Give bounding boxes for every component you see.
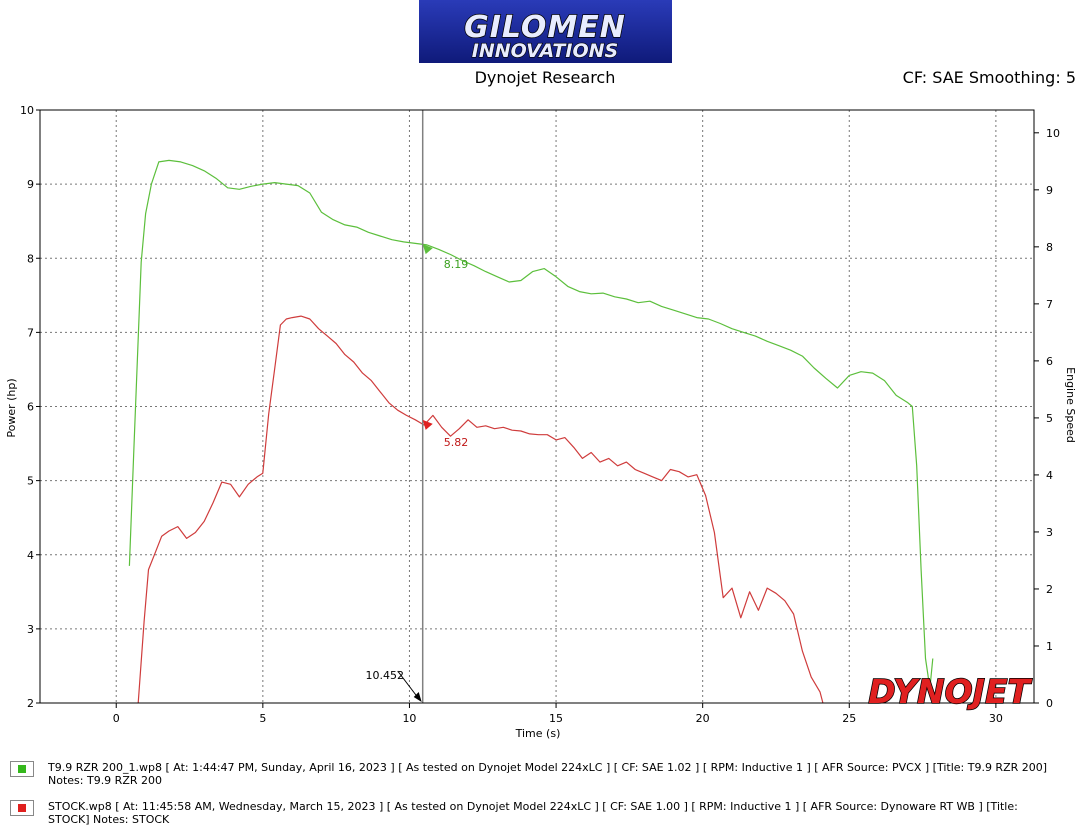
y2-tick-label: 10 (1046, 127, 1060, 140)
y2-tick-label: 2 (1046, 583, 1053, 596)
x-tick-label: 10 (402, 712, 416, 725)
y-tick-label: 4 (27, 549, 34, 562)
y-axis-label: Power (hp) (5, 378, 18, 437)
cursor-marker-green (422, 244, 433, 255)
y-tick-label: 8 (27, 252, 34, 265)
series-lines (128, 159, 934, 704)
y2-tick-label: 4 (1046, 469, 1053, 482)
x-axis-label: Time (s) (515, 727, 561, 740)
logo-line2: INNOVATIONS (472, 40, 618, 62)
cursor-group: 10.452 8.19 5.82 (365, 110, 468, 703)
y2-tick-label: 5 (1046, 412, 1053, 425)
y2-tick-label: 8 (1046, 241, 1053, 254)
y-tick-label: 2 (27, 697, 34, 710)
legend-text: T9.9 RZR 200_1.wp8 [ At: 1:44:47 PM, Sun… (48, 761, 1048, 787)
correction-factor-label: CF: SAE Smoothing: 5 (902, 68, 1076, 87)
y2-axis-label: Engine Speed (1064, 367, 1077, 443)
x-tick-label: 0 (113, 712, 120, 725)
x-tick-label: 30 (989, 712, 1003, 725)
plot-border (39, 109, 1035, 704)
y2-tick-label: 1 (1046, 640, 1053, 653)
x-tick-label: 20 (696, 712, 710, 725)
y-tick-label: 7 (27, 326, 34, 339)
cursor-value-red: 5.82 (444, 436, 469, 449)
plot-frame (39, 109, 1035, 704)
cursor-time-label: 10.452 (365, 669, 404, 682)
y-tick-label: 9 (27, 178, 34, 191)
x-tick-label: 5 (259, 712, 266, 725)
series-line-t99 (128, 159, 934, 689)
dynojet-watermark: DYNOJET (868, 672, 1032, 711)
legend-swatch-green (10, 761, 34, 777)
y2-tick-label: 9 (1046, 184, 1053, 197)
y-tick-label: 3 (27, 623, 34, 636)
series-line-stock (137, 315, 824, 704)
y2-tick-label: 7 (1046, 298, 1053, 311)
cursor-value-green: 8.19 (444, 258, 469, 271)
legend-swatch-red (10, 800, 34, 816)
legend-text: STOCK.wp8 [ At: 11:45:58 AM, Wednesday, … (48, 800, 1018, 826)
dyno-chart: 0 5 10 15 20 25 30 2 3 4 5 6 7 8 9 10 0 1 2 3 4 5 6 7 8 9 10 10.45… (5, 104, 1077, 740)
grid (40, 109, 1034, 704)
cursor-pointer-arrow (413, 692, 422, 702)
gilomen-logo: GILOMEN INNOVATIONS (419, 0, 672, 63)
y-tick-label: 6 (27, 401, 34, 414)
y-tick-label: 5 (27, 475, 34, 488)
chart-subtitle: Dynojet Research (474, 68, 616, 87)
x-tick-label: 25 (842, 712, 856, 725)
x-tick-label: 15 (549, 712, 563, 725)
y2-tick-label: 0 (1046, 697, 1053, 710)
logo-line1: GILOMEN (464, 10, 626, 45)
y2-tick-label: 3 (1046, 526, 1053, 539)
cursor-marker-red (422, 419, 433, 430)
y-tick-label: 10 (20, 104, 34, 117)
y2-tick-label: 6 (1046, 355, 1053, 368)
axis-ticks: 0 5 10 15 20 25 30 2 3 4 5 6 7 8 9 10 0 1 2 3 4 5 6 7 8 9 10 (20, 104, 1060, 725)
